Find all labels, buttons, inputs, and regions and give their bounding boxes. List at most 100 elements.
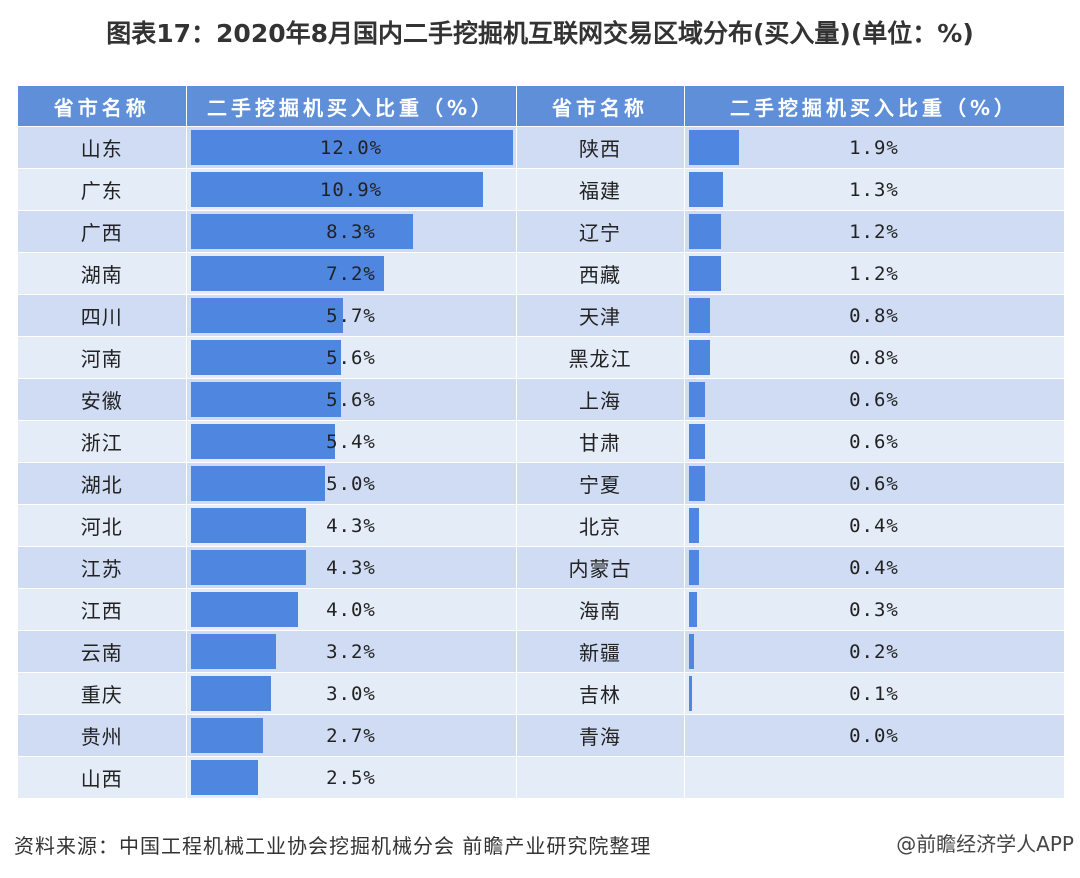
header-share-2: 二手挖掘机买入比重（%） — [684, 86, 1065, 127]
province-name: 陕西 — [516, 126, 685, 169]
share-bar — [688, 298, 710, 333]
share-bar — [688, 466, 705, 501]
share-cell: 0.4% — [684, 504, 1065, 547]
share-value-label: 8.3% — [326, 220, 376, 243]
table-row: 江西 4.0% 海南 0.3% — [18, 588, 1065, 631]
table-row: 江苏 4.3% 内蒙古 0.4% — [18, 546, 1065, 589]
share-value-label: 0.8% — [849, 346, 899, 369]
province-name: 重庆 — [18, 672, 187, 715]
province-name: 吉林 — [516, 672, 685, 715]
province-name: 海南 — [516, 588, 685, 631]
share-cell: 0.6% — [684, 420, 1065, 463]
province-name: 湖南 — [18, 252, 187, 295]
province-name: 新疆 — [516, 630, 685, 673]
share-bar — [190, 760, 258, 795]
share-cell: 2.7% — [186, 714, 517, 757]
share-value-label: 4.3% — [326, 514, 376, 537]
share-cell: 4.3% — [186, 546, 517, 589]
table-row: 广西 8.3% 辽宁 1.2% — [18, 210, 1065, 253]
share-value-label: 2.7% — [326, 724, 376, 747]
share-bar — [190, 130, 513, 165]
share-cell: 5.0% — [186, 462, 517, 505]
share-bar — [688, 214, 721, 249]
watermark: @前瞻经济学人APP — [896, 832, 1074, 856]
share-cell: 1.3% — [684, 168, 1065, 211]
share-cell: 0.8% — [684, 336, 1065, 379]
table-row: 山西 2.5% — [18, 756, 1065, 799]
province-name: 浙江 — [18, 420, 187, 463]
province-name: 山东 — [18, 126, 187, 169]
province-name: 山西 — [18, 756, 187, 799]
share-bar — [688, 256, 721, 291]
share-value-label: 0.3% — [849, 598, 899, 621]
share-value-label: 12.0% — [319, 136, 383, 159]
share-cell: 7.2% — [186, 252, 517, 295]
share-value-label: 0.6% — [849, 388, 899, 411]
share-value-label: 5.6% — [326, 346, 376, 369]
header-province-2: 省市名称 — [516, 86, 685, 127]
header-province: 省市名称 — [18, 86, 187, 127]
table-row: 广东 10.9% 福建 1.3% — [18, 168, 1065, 211]
province-name: 内蒙古 — [516, 546, 685, 589]
share-value-label: 2.5% — [326, 766, 376, 789]
share-cell: 8.3% — [186, 210, 517, 253]
share-value-label: 0.4% — [849, 514, 899, 537]
share-cell: 2.5% — [186, 756, 517, 799]
share-cell — [684, 756, 1065, 799]
share-cell: 0.2% — [684, 630, 1065, 673]
share-cell: 5.6% — [186, 336, 517, 379]
source-note: 资料来源：中国工程机械工业协会挖掘机械分会 前瞻产业研究院整理 — [14, 834, 652, 858]
table-body: 山东 12.0% 陕西 1.9% 广东 10.9% 福建 1.3% 广西 8.3% 辽宁 1.2% 湖南… — [18, 126, 1065, 799]
province-name: 上海 — [516, 378, 685, 421]
share-bar — [688, 550, 700, 585]
table-row: 湖南 7.2% 西藏 1.2% — [18, 252, 1065, 295]
share-cell: 3.2% — [186, 630, 517, 673]
share-bar — [190, 256, 384, 291]
share-bar — [688, 634, 694, 669]
share-bar — [190, 214, 414, 249]
share-value-label: 10.9% — [319, 178, 383, 201]
share-bar — [190, 382, 341, 417]
share-bar — [688, 508, 700, 543]
province-name: 四川 — [18, 294, 187, 337]
share-cell: 10.9% — [186, 168, 517, 211]
share-value-label: 0.1% — [849, 682, 899, 705]
table-row: 云南 3.2% 新疆 0.2% — [18, 630, 1065, 673]
share-value-label: 7.2% — [326, 262, 376, 285]
share-cell: 0.8% — [684, 294, 1065, 337]
share-bar — [688, 172, 724, 207]
share-value-label: 4.0% — [326, 598, 376, 621]
province-name: 河北 — [18, 504, 187, 547]
share-cell: 1.2% — [684, 210, 1065, 253]
province-name: 天津 — [516, 294, 685, 337]
share-cell: 0.4% — [684, 546, 1065, 589]
table-row: 四川 5.7% 天津 0.8% — [18, 294, 1065, 337]
province-name: 青海 — [516, 714, 685, 757]
province-name: 甘肃 — [516, 420, 685, 463]
chart-title: 图表17：2020年8月国内二手挖掘机互联网交易区域分布(买入量)(单位：%) — [106, 19, 974, 48]
share-cell: 0.6% — [684, 378, 1065, 421]
share-bar — [190, 172, 483, 207]
share-cell: 4.3% — [186, 504, 517, 547]
share-value-label: 0.2% — [849, 640, 899, 663]
province-name — [516, 756, 685, 799]
province-name: 河南 — [18, 336, 187, 379]
share-cell: 0.6% — [684, 462, 1065, 505]
share-cell: 12.0% — [186, 126, 517, 169]
share-bar — [190, 466, 325, 501]
share-value-label: 0.4% — [849, 556, 899, 579]
share-value-label: 5.4% — [326, 430, 376, 453]
share-bar — [688, 676, 692, 711]
share-bar — [688, 340, 710, 375]
share-value-label: 3.0% — [326, 682, 376, 705]
share-value-label: 0.6% — [849, 472, 899, 495]
share-cell: 5.4% — [186, 420, 517, 463]
header-row: 省市名称 二手挖掘机买入比重（%） 省市名称 二手挖掘机买入比重（%） — [18, 86, 1065, 127]
province-name: 宁夏 — [516, 462, 685, 505]
province-name: 广东 — [18, 168, 187, 211]
province-name: 江西 — [18, 588, 187, 631]
province-name: 湖北 — [18, 462, 187, 505]
share-cell: 4.0% — [186, 588, 517, 631]
share-bar — [688, 592, 697, 627]
data-table: 省市名称 二手挖掘机买入比重（%） 省市名称 二手挖掘机买入比重（%） 山东 12… — [18, 86, 1065, 799]
